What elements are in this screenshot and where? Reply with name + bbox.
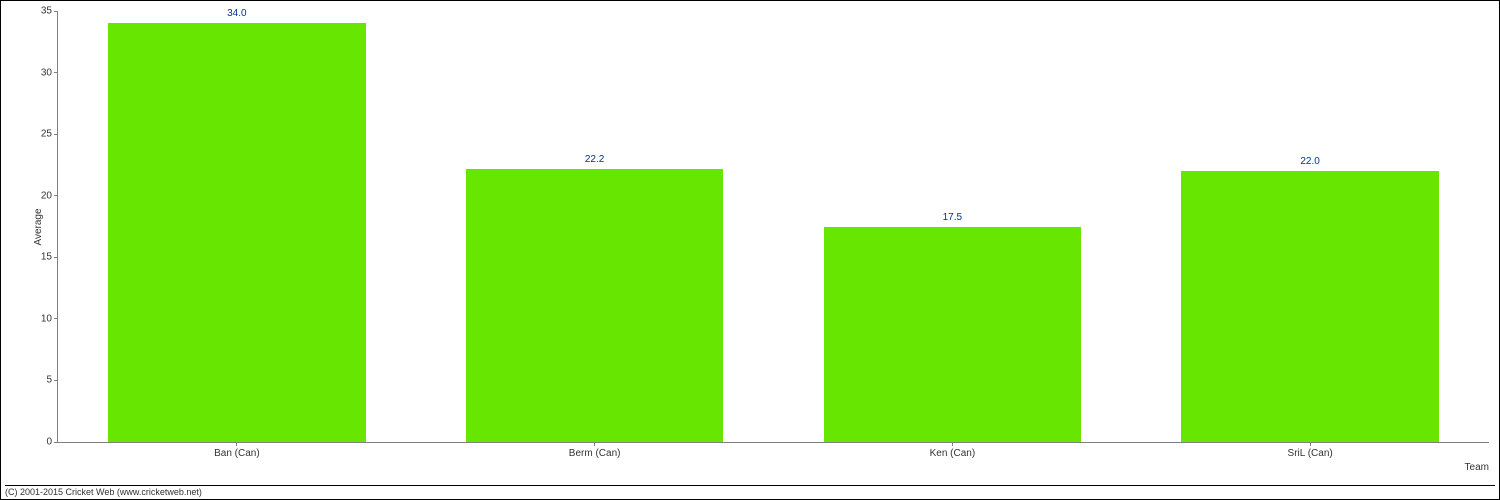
- x-tick-label: Ban (Can): [214, 448, 260, 459]
- y-axis-label: Average: [33, 208, 44, 245]
- plot-area: Average Team 0510152025303534.0Ban (Can)…: [57, 11, 1489, 443]
- y-tick: [54, 380, 58, 381]
- bar: 34.0: [108, 23, 366, 442]
- y-tick: [54, 134, 58, 135]
- y-tick-label: 30: [41, 67, 52, 78]
- x-tick: [952, 442, 953, 446]
- plot-outer: Average Team 0510152025303534.0Ban (Can)…: [39, 11, 1489, 461]
- bar-value-label: 17.5: [943, 212, 962, 223]
- y-tick: [54, 11, 58, 12]
- y-tick-label: 10: [41, 313, 52, 324]
- bar-value-label: 22.0: [1300, 156, 1319, 167]
- y-tick: [54, 257, 58, 258]
- y-tick-label: 20: [41, 190, 52, 201]
- bar: 17.5: [824, 227, 1082, 443]
- bar-value-label: 22.2: [585, 154, 604, 165]
- x-tick: [1310, 442, 1311, 446]
- y-tick: [54, 195, 58, 196]
- y-tick-label: 15: [41, 252, 52, 263]
- x-axis-label: Team: [1465, 462, 1489, 473]
- y-tick-label: 5: [46, 375, 52, 386]
- x-tick-label: Berm (Can): [569, 448, 621, 459]
- bar: 22.2: [466, 169, 724, 442]
- x-tick: [594, 442, 595, 446]
- bar: 22.0: [1181, 171, 1439, 442]
- y-tick: [54, 442, 58, 443]
- y-tick-label: 35: [41, 6, 52, 17]
- chart-container: Average Team 0 5 10 15 20 25 30 35 34.0 Ban (Can)…: [0, 0, 1500, 500]
- y-tick: [54, 318, 58, 319]
- bar-value-label: 34.0: [227, 8, 246, 19]
- copyright-text: (C) 2001-2015 Cricket Web (www.cricketwe…: [5, 485, 1495, 497]
- y-tick: [54, 72, 58, 73]
- x-tick-label: Ken (Can): [930, 448, 976, 459]
- x-tick-label: SriL (Can): [1288, 448, 1333, 459]
- y-tick-label: 25: [41, 129, 52, 140]
- y-tick-label: 0: [46, 437, 52, 448]
- x-tick: [236, 442, 237, 446]
